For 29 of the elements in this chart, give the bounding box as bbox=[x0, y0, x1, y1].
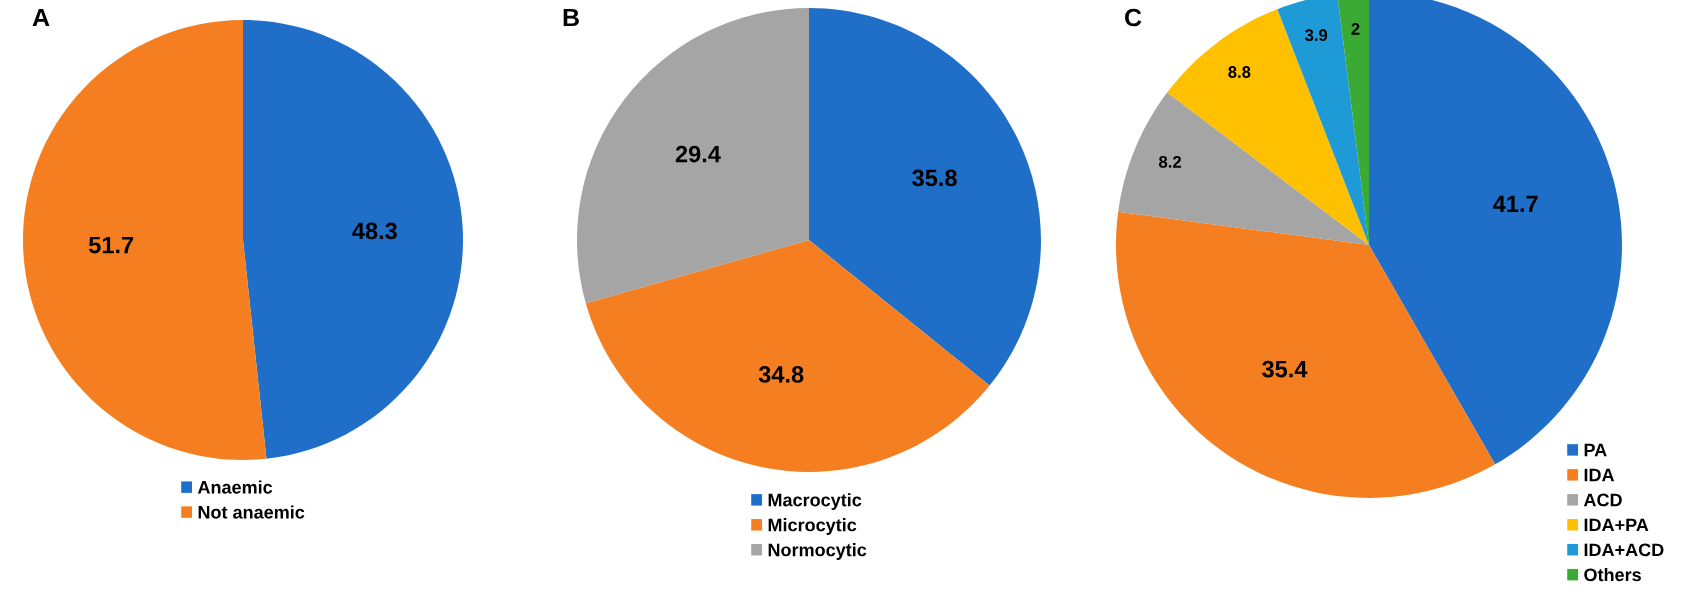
data-label: 34.8 bbox=[758, 366, 804, 383]
legend-label: IDA bbox=[1584, 468, 1615, 482]
data-label: 8.8 bbox=[1228, 66, 1251, 78]
data-label: 35.4 bbox=[1262, 360, 1308, 378]
pie-slice bbox=[243, 20, 463, 459]
legend-label: Macrocytic bbox=[768, 493, 862, 510]
data-label: 41.7 bbox=[1493, 195, 1538, 212]
chart-title: B bbox=[563, 8, 579, 27]
legend-label: Not anaemic bbox=[198, 505, 305, 519]
legend-label: Microcytic bbox=[768, 518, 857, 535]
chart-title: C bbox=[1125, 8, 1142, 27]
data-label: 2 bbox=[1351, 23, 1360, 35]
legend-label: ACD bbox=[1583, 493, 1622, 507]
data-label: 35.8 bbox=[912, 169, 957, 187]
legend-label: IDA+ACD bbox=[1584, 543, 1664, 557]
legend-label: Normocytic bbox=[768, 543, 867, 560]
legend-label: Anaemic bbox=[197, 480, 273, 494]
legend-label: Others bbox=[1584, 567, 1641, 582]
data-label: 8.2 bbox=[1159, 156, 1181, 168]
pie-slice bbox=[809, 8, 1041, 386]
data-label: 51.7 bbox=[88, 236, 134, 254]
legend-label: IDA+PA bbox=[1584, 518, 1649, 532]
chart-title: A bbox=[32, 8, 50, 27]
legend-label: PA bbox=[1584, 443, 1607, 457]
data-label: 29.4 bbox=[675, 145, 721, 163]
data-label: 48.3 bbox=[352, 222, 397, 240]
pie-slice bbox=[585, 240, 990, 472]
data-label: 3.9 bbox=[1304, 29, 1328, 42]
pie-slice bbox=[577, 8, 809, 304]
